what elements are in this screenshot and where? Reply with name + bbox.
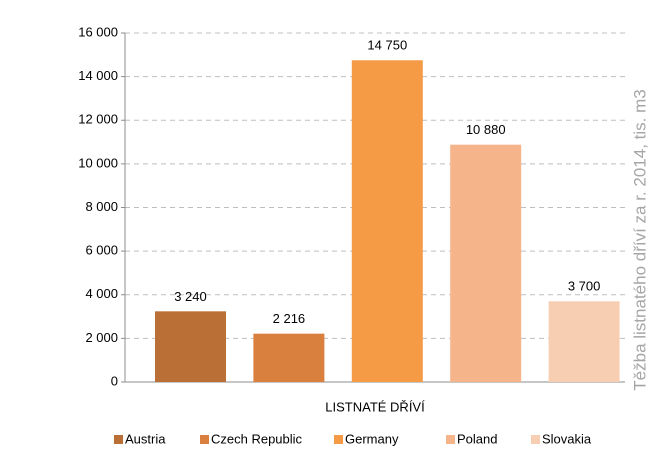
y-tick-label: 6 000 (85, 243, 118, 258)
legend-label: Germany (345, 431, 399, 446)
y-tick-label: 4 000 (85, 286, 118, 301)
y-tick-label: 12 000 (78, 112, 118, 127)
y-tick-label: 8 000 (85, 199, 118, 214)
legend-marker (531, 435, 540, 444)
legend-label: Poland (457, 431, 497, 446)
bar (351, 60, 423, 382)
bar (450, 144, 522, 382)
legend-marker (200, 435, 209, 444)
data-label: 3 240 (174, 289, 207, 304)
legend-marker (446, 435, 455, 444)
y-tick-label: 2 000 (85, 330, 118, 345)
legend-marker (334, 435, 343, 444)
x-tick-label: LISTNATÉ DŘÍVÍ (325, 399, 425, 414)
bar (253, 333, 325, 382)
data-label: 2 216 (273, 311, 306, 326)
y-axis-title: Těžba listnatého dříví za r. 2014, tis. … (630, 89, 649, 390)
legend-label: Slovakia (542, 431, 592, 446)
legend-label: Czech Republic (211, 431, 303, 446)
data-label: 14 750 (367, 38, 407, 53)
y-tick-label: 14 000 (78, 68, 118, 83)
data-label: 3 700 (568, 279, 601, 294)
y-tick-label: 0 (111, 373, 118, 388)
y-tick-label: 16 000 (78, 24, 118, 39)
bar (155, 311, 226, 382)
data-label: 10 880 (466, 122, 506, 137)
legend-marker (114, 435, 123, 444)
legend-label: Austria (125, 431, 166, 446)
y-tick-label: 10 000 (78, 155, 118, 170)
bar (548, 301, 620, 382)
